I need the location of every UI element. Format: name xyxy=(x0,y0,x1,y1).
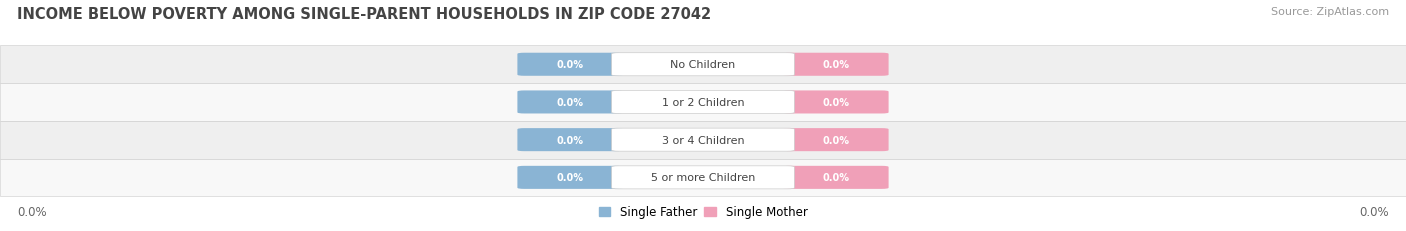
Text: 0.0%: 0.0% xyxy=(557,135,583,145)
Text: No Children: No Children xyxy=(671,60,735,70)
Text: 3 or 4 Children: 3 or 4 Children xyxy=(662,135,744,145)
Text: 0.0%: 0.0% xyxy=(17,206,46,219)
Text: 0.0%: 0.0% xyxy=(823,60,849,70)
Text: 1 or 2 Children: 1 or 2 Children xyxy=(662,97,744,107)
Text: 0.0%: 0.0% xyxy=(1360,206,1389,219)
Text: 0.0%: 0.0% xyxy=(557,97,583,107)
Text: 0.0%: 0.0% xyxy=(823,173,849,182)
Text: 0.0%: 0.0% xyxy=(823,135,849,145)
Text: 0.0%: 0.0% xyxy=(823,97,849,107)
Text: INCOME BELOW POVERTY AMONG SINGLE-PARENT HOUSEHOLDS IN ZIP CODE 27042: INCOME BELOW POVERTY AMONG SINGLE-PARENT… xyxy=(17,7,711,22)
Text: 5 or more Children: 5 or more Children xyxy=(651,173,755,182)
Text: Source: ZipAtlas.com: Source: ZipAtlas.com xyxy=(1271,7,1389,17)
Legend: Single Father, Single Mother: Single Father, Single Mother xyxy=(599,205,807,218)
Text: 0.0%: 0.0% xyxy=(557,173,583,182)
Text: 0.0%: 0.0% xyxy=(557,60,583,70)
